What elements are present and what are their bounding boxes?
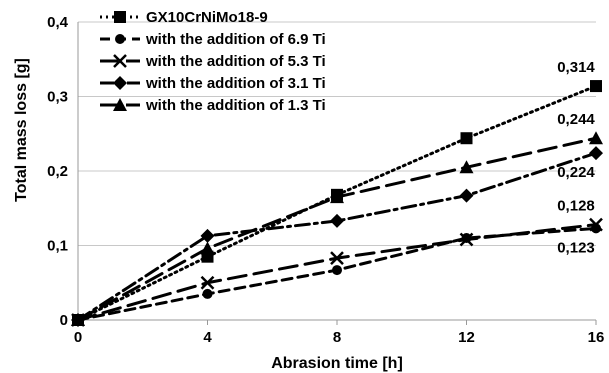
data-point [460,132,473,145]
y-tick-label: 0,2 [47,163,68,180]
y-tick-label: 0 [60,312,68,329]
data-point [330,213,344,228]
legend-item-1: GX10CrNiMo18-9 [100,9,268,26]
legend: GX10CrNiMo18-9 with the addition of 6.9 T… [100,9,326,114]
data-point [330,251,344,266]
data-label: 0,128 [557,198,595,215]
x-axis-title: Abrasion time [h] [271,355,403,372]
legend-marker [113,76,127,90]
data-point [200,228,215,243]
data-point [201,250,214,263]
series-group [71,80,603,327]
x-tick-label: 4 [203,329,212,346]
legend-marker [113,98,127,111]
y-tick-label: 0,1 [47,238,68,255]
data-point [332,265,342,276]
data-point [202,288,213,299]
data-point [330,190,344,204]
data-point [71,313,85,326]
x-tick-label: 0 [74,329,82,346]
legend-marker [113,54,127,68]
data-label: 0,224 [557,164,595,181]
legend-label: GX10CrNiMo18-9 [146,9,268,26]
data-label: 0,123 [557,239,595,256]
data-point [459,232,474,247]
y-axis-title: Total mass loss [g] [13,58,30,202]
data-labels: 0,314 0,123 0,128 0,224 0,244 [557,59,595,256]
data-point [459,188,474,203]
data-point [459,160,474,174]
data-point [200,241,215,255]
y-tick-label: 0,3 [47,89,68,106]
legend-item-4: with the addition of 3.1 Ti [100,75,326,92]
data-point [589,217,603,232]
data-label: 0,244 [557,111,595,128]
legend-item-5: with the addition of 1.3 Ti [100,97,326,114]
legend-marker [114,11,126,23]
y-tick-label: 0,4 [47,14,69,31]
legend-item-2: with the addition of 6.9 Ti [100,31,326,48]
x-tick-label: 8 [333,329,341,346]
grid-lines [78,21,596,246]
data-point [590,80,602,93]
axes: 0 0,1 0,2 0,3 0,4 0 4 8 12 16 [47,14,604,346]
data-label: 0,314 [557,59,595,76]
x-tick-label: 16 [588,329,605,346]
marker-stroke [589,217,603,232]
marker-stroke [200,275,215,290]
legend-item-3: with the addition of 5.3 Ti [100,53,326,70]
marker-stroke [459,232,474,247]
data-point [589,131,603,145]
data-point [200,275,215,290]
legend-marker [115,34,125,44]
marker-stroke [330,251,344,266]
legend-label: with the addition of 6.9 Ti [145,31,326,48]
legend-label: with the addition of 3.1 Ti [145,75,326,92]
legend-label: with the addition of 5.3 Ti [145,53,326,70]
series-5 [71,131,603,326]
marker-stroke [113,54,127,68]
legend-label: with the addition of 1.3 Ti [145,97,326,114]
data-point [589,146,603,161]
x-tick-label: 12 [458,329,475,346]
